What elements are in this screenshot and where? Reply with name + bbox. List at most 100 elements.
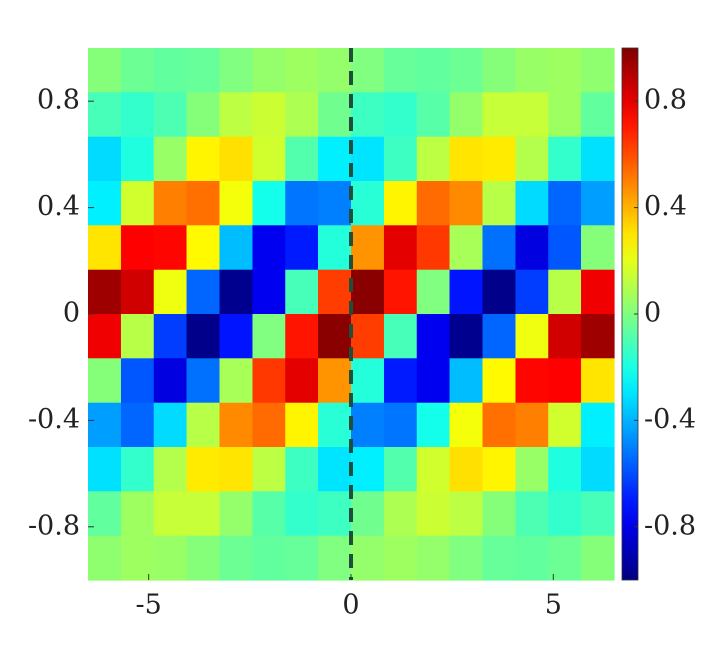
heat-cell [153, 447, 188, 492]
heat-cell [416, 181, 451, 226]
heat-cell [252, 314, 286, 359]
heat-cell [219, 136, 254, 182]
heat-cell [548, 136, 582, 182]
heat-cell [88, 535, 122, 581]
heat-cell [252, 48, 286, 93]
heat-cell [581, 402, 615, 448]
heat-cell [186, 136, 221, 182]
heat-cell [186, 314, 221, 359]
heat-cell [416, 225, 451, 271]
heat-cell [285, 402, 319, 448]
heat-cell [252, 136, 286, 182]
heat-cell [581, 136, 615, 182]
colorbar-tick-label: 0.4 [644, 191, 687, 222]
heat-cell [318, 358, 352, 404]
y-tick-label: 0.8 [37, 85, 80, 116]
heat-cell [88, 314, 122, 359]
heat-cell [285, 92, 319, 138]
heat-cell [153, 225, 188, 271]
heat-cell [120, 535, 155, 581]
heat-cell [88, 402, 122, 448]
y-tick-label: -0.8 [28, 510, 80, 541]
heat-cell [416, 269, 451, 315]
heat-cell [449, 181, 484, 226]
heat-cell [318, 535, 352, 581]
heat-cell [515, 136, 549, 182]
heat-cell [318, 491, 352, 537]
heat-cell [515, 314, 549, 359]
heat-cell [482, 225, 517, 271]
heat-cell [153, 92, 188, 138]
heat-cell [351, 48, 385, 93]
heat-cell [581, 491, 615, 537]
heat-cell [186, 447, 221, 492]
x-tick-label: -5 [136, 590, 162, 621]
heat-cell [252, 181, 286, 226]
heat-cell [219, 314, 254, 359]
colorbar-tick-label: -0.4 [644, 404, 696, 435]
heat-cell [351, 92, 385, 138]
heat-cell [186, 402, 221, 448]
heat-cell [318, 225, 352, 271]
heat-cell [120, 358, 155, 404]
heat-cell [88, 269, 122, 315]
heat-cell [383, 225, 418, 271]
heat-cell [482, 535, 517, 581]
heat-cell [285, 225, 319, 271]
heat-cell [153, 181, 188, 226]
heat-cell [482, 92, 517, 138]
heat-cell [153, 358, 188, 404]
heat-cell [416, 535, 451, 581]
heat-cell [252, 225, 286, 271]
heat-cell [515, 92, 549, 138]
heat-cell [219, 269, 254, 315]
heat-cell [219, 92, 254, 138]
heat-cell [351, 136, 385, 182]
heat-cell [416, 48, 451, 93]
heat-cell [120, 181, 155, 226]
heat-cell [285, 136, 319, 182]
heat-cell [383, 447, 418, 492]
heat-cell [186, 48, 221, 93]
heat-cell [252, 447, 286, 492]
heat-cell [383, 92, 418, 138]
heat-cell [581, 535, 615, 581]
heat-cell [416, 358, 451, 404]
heat-cell [318, 447, 352, 492]
heat-cell [186, 358, 221, 404]
heat-cell [285, 48, 319, 93]
heat-cell [449, 314, 484, 359]
heat-cell [548, 181, 582, 226]
heat-cell [120, 447, 155, 492]
heat-cell [186, 491, 221, 537]
heat-cell [548, 314, 582, 359]
heat-cell [219, 48, 254, 93]
heat-cell [449, 447, 484, 492]
heat-cell [153, 491, 188, 537]
heat-cell [318, 181, 352, 226]
heat-cell [186, 269, 221, 315]
heat-cell [351, 314, 385, 359]
heat-cell [318, 402, 352, 448]
heat-cell [548, 402, 582, 448]
heat-cell [186, 225, 221, 271]
heat-cell [219, 491, 254, 537]
heat-cell [285, 269, 319, 315]
heat-cell [120, 136, 155, 182]
heat-cell [252, 535, 286, 581]
heat-cell [88, 92, 122, 138]
heat-cell [186, 535, 221, 581]
heat-cell [153, 402, 188, 448]
heat-cell [318, 48, 352, 93]
heat-cell [153, 314, 188, 359]
heat-cell [285, 491, 319, 537]
heat-cell [581, 48, 615, 93]
heat-cell [120, 491, 155, 537]
heat-cell [318, 92, 352, 138]
heat-cell [581, 358, 615, 404]
heat-cell [482, 136, 517, 182]
heat-cell [88, 181, 122, 226]
heat-cell [318, 136, 352, 182]
heat-cell [548, 269, 582, 315]
